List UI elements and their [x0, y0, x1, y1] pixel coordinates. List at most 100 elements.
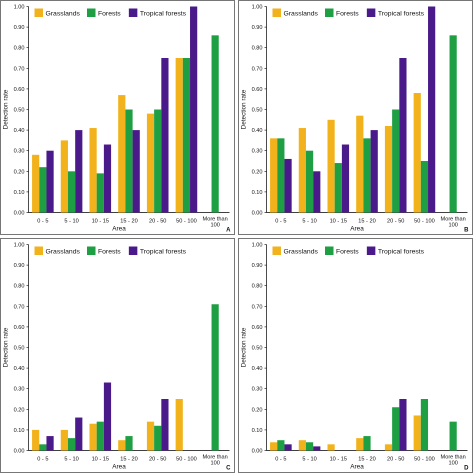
- bar-tropical-forests-20-50: [399, 399, 407, 451]
- y-tick-label: 1.00: [14, 5, 25, 11]
- x-tick-label: 15 - 20: [120, 219, 137, 225]
- bar-grasslands-20-50: [384, 125, 393, 213]
- x-axis-title: Area: [112, 226, 126, 233]
- bar-forests-20-50: [154, 109, 162, 213]
- x-tick-label: 100: [448, 223, 457, 229]
- legend-swatch-tropical-forests: [128, 8, 138, 17]
- legend-label-forests: Forests: [336, 11, 359, 18]
- panel-label: B: [464, 228, 469, 234]
- x-tick-label: 50 - 100: [176, 457, 197, 463]
- bar-forests-5-10: [67, 171, 76, 213]
- x-tick-label: 15 - 20: [120, 457, 137, 463]
- y-tick-label: 0.80: [252, 284, 263, 290]
- y-tick-label: 0.70: [14, 66, 25, 72]
- y-axis-title: Detection rate: [241, 89, 248, 129]
- bar-grasslands-0-5: [270, 442, 278, 451]
- x-tick-label: 20 - 50: [387, 457, 404, 463]
- y-tick-label: 1.00: [252, 5, 263, 11]
- x-tick-label: 0 - 5: [275, 219, 286, 225]
- bar-forests-50-100: [182, 58, 191, 213]
- y-tick-label: 0.00: [14, 211, 25, 217]
- x-tick-label: 20 - 50: [149, 457, 166, 463]
- x-tick-label: 10 - 15: [92, 219, 109, 225]
- legend-swatch-forests: [87, 8, 96, 17]
- legend-label-tropical-forests: Tropical forests: [140, 11, 187, 18]
- y-tick-label: 0.60: [14, 325, 25, 331]
- x-axis-title: Area: [350, 226, 364, 233]
- y-tick-label: 0.20: [14, 407, 25, 413]
- bar-grasslands-5-10: [60, 140, 68, 213]
- bar-tropical-forests-5-10: [313, 171, 321, 213]
- y-tick-label: 0.60: [14, 87, 25, 93]
- panel-label: A: [226, 228, 231, 234]
- x-tick-label: 0 - 5: [37, 457, 48, 463]
- bar-grasslands-50-100: [413, 93, 421, 213]
- y-tick-label: 0.40: [252, 366, 263, 372]
- legend-label-forests: Forests: [98, 249, 121, 256]
- bar-tropical-forests-50-100: [190, 6, 198, 213]
- y-tick-label: 0.10: [14, 428, 25, 434]
- y-tick-label: 0.00: [252, 211, 263, 217]
- bar-forests-0-5: [277, 440, 285, 451]
- y-tick-label: 0.90: [14, 25, 25, 31]
- bar-forests-0-5: [277, 138, 285, 213]
- bar-tropical-forests-0-5: [46, 150, 54, 213]
- bar-grasslands-20-50: [384, 444, 393, 451]
- bar-forests-5-10: [305, 150, 314, 213]
- legend-label-grasslands: Grasslands: [284, 249, 319, 256]
- bar-forests-50-100: [420, 399, 429, 451]
- y-tick-label: 0.30: [14, 149, 25, 155]
- chart-panel-a: 0.00 0.10 0.20 0.30 0.40 0.50 0.60 0.70 0.80 0.90…: [0, 0, 235, 235]
- x-tick-label: 0 - 5: [37, 219, 48, 225]
- bar-grasslands-5-10: [60, 429, 68, 451]
- bar-grasslands-5-10: [298, 128, 306, 213]
- bar-grasslands-50-100: [413, 415, 421, 451]
- legend-swatch-tropical-forests: [366, 8, 376, 17]
- y-axis-title: Detection rate: [3, 327, 10, 367]
- y-tick-label: 0.40: [14, 366, 25, 372]
- legend-label-tropical-forests: Tropical forests: [140, 249, 187, 256]
- y-tick-label: 0.80: [14, 46, 25, 52]
- x-axis-title: Area: [350, 464, 364, 471]
- panel-border: [238, 238, 473, 473]
- bar-forests-50-100: [420, 161, 429, 213]
- y-tick-label: 0.00: [252, 449, 263, 455]
- legend-swatch-forests: [325, 8, 334, 17]
- y-tick-label: 0.70: [14, 304, 25, 310]
- bar-tropical-forests-0-5: [46, 436, 54, 451]
- x-tick-label: 50 - 100: [414, 457, 435, 463]
- bar-grasslands-0-5: [32, 429, 40, 451]
- x-tick-label: More than: [441, 455, 466, 461]
- chart-panel-c: 0.00 0.10 0.20 0.30 0.40 0.50 0.60 0.70 0.80 0.90…: [0, 238, 235, 473]
- y-tick-label: 0.20: [252, 169, 263, 175]
- y-tick-label: 0.40: [252, 128, 263, 134]
- x-tick-label: More than: [441, 217, 466, 223]
- chart-panel-b: 0.00 0.10 0.20 0.30 0.40 0.50 0.60 0.70 0.80 0.90…: [238, 0, 473, 235]
- bar-grasslands-0-5: [270, 138, 278, 213]
- x-tick-label: 5 - 10: [64, 219, 78, 225]
- y-tick-label: 0.40: [14, 128, 25, 134]
- y-tick-label: 0.50: [252, 108, 263, 114]
- bar-tropical-forests-50-100: [428, 6, 436, 213]
- bar-grasslands-15-20: [118, 95, 126, 213]
- bar-grasslands-10-15: [89, 423, 97, 451]
- bar-forests-5-10: [67, 438, 76, 451]
- bar-forests-15-20: [363, 138, 371, 213]
- y-tick-label: 0.20: [252, 407, 263, 413]
- y-tick-label: 0.10: [252, 428, 263, 434]
- chart-legend: Grasslands Forests Tropical forests: [272, 246, 425, 256]
- bar-grasslands-50-100: [175, 58, 183, 213]
- x-tick-label: 100: [210, 223, 219, 229]
- x-tick-label: More than: [203, 217, 228, 223]
- bar-tropical-forests-10-15: [103, 144, 112, 213]
- y-tick-label: 0.30: [252, 387, 263, 393]
- x-tick-label: 15 - 20: [358, 219, 375, 225]
- x-tick-label: 0 - 5: [275, 457, 286, 463]
- bar-forests-20-50: [392, 109, 400, 213]
- y-tick-label: 1.00: [252, 243, 263, 249]
- bar-forests-15-20: [125, 436, 133, 451]
- y-axis-title: Detection rate: [3, 89, 10, 129]
- panel-label: C: [226, 466, 231, 472]
- legend-swatch-forests: [87, 246, 96, 255]
- legend-label-grasslands: Grasslands: [46, 11, 81, 18]
